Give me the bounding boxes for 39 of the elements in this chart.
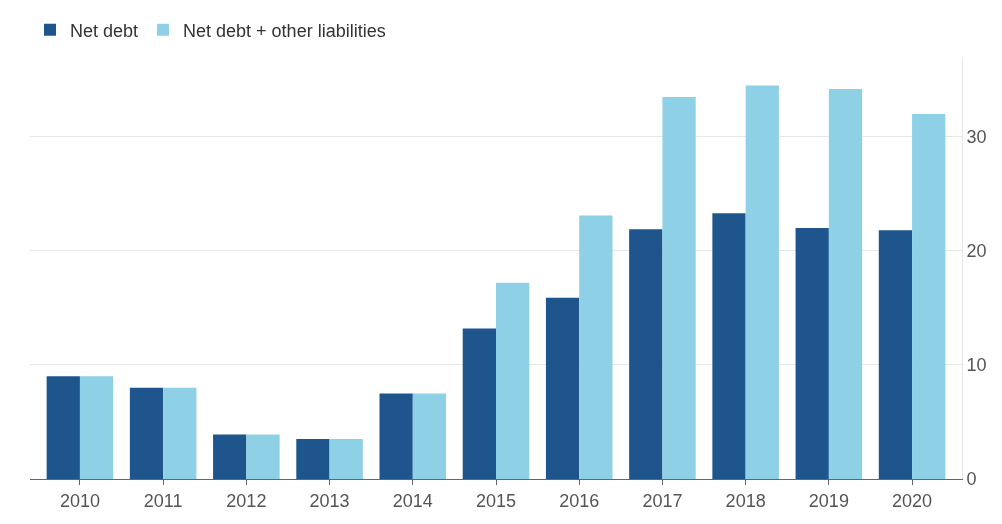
bar bbox=[795, 228, 829, 479]
x-tick-label: 2018 bbox=[725, 490, 766, 511]
x-tick-label: 2019 bbox=[808, 490, 849, 511]
x-tick-label: 2011 bbox=[143, 490, 183, 511]
x-tick-label: 2016 bbox=[559, 490, 600, 511]
bar bbox=[462, 328, 496, 479]
bar bbox=[379, 393, 413, 479]
bar bbox=[545, 297, 580, 479]
y-tick-label: 10 bbox=[966, 355, 987, 376]
bar bbox=[878, 230, 913, 479]
bar bbox=[662, 96, 696, 479]
bar bbox=[745, 85, 779, 479]
x-tick-label: 2020 bbox=[892, 490, 933, 511]
bar bbox=[246, 434, 280, 479]
legend-label: Net debt + other liabilities bbox=[183, 20, 386, 41]
bar bbox=[828, 88, 863, 479]
x-tick-label: 2014 bbox=[392, 490, 433, 511]
bar bbox=[129, 387, 164, 479]
x-tick-label: 2013 bbox=[309, 490, 350, 511]
bar bbox=[46, 376, 80, 479]
bar bbox=[163, 387, 197, 479]
bar bbox=[296, 439, 330, 479]
y-tick-label: 30 bbox=[966, 127, 987, 148]
bar bbox=[329, 439, 363, 479]
bar bbox=[712, 213, 746, 479]
bar bbox=[496, 282, 530, 479]
bar bbox=[579, 215, 613, 479]
bar bbox=[912, 114, 946, 479]
bar bbox=[629, 229, 663, 479]
bar bbox=[213, 434, 247, 479]
bar bbox=[412, 393, 447, 479]
y-tick-label: 0 bbox=[966, 469, 977, 490]
x-tick-label: 2010 bbox=[59, 490, 100, 511]
legend-label: Net debt bbox=[70, 20, 139, 41]
y-tick-label: 20 bbox=[966, 241, 987, 262]
x-tick-label: 2015 bbox=[475, 490, 517, 511]
x-tick-label: 2017 bbox=[642, 490, 683, 511]
bar bbox=[79, 376, 114, 479]
x-tick-label: 2012 bbox=[226, 490, 267, 511]
